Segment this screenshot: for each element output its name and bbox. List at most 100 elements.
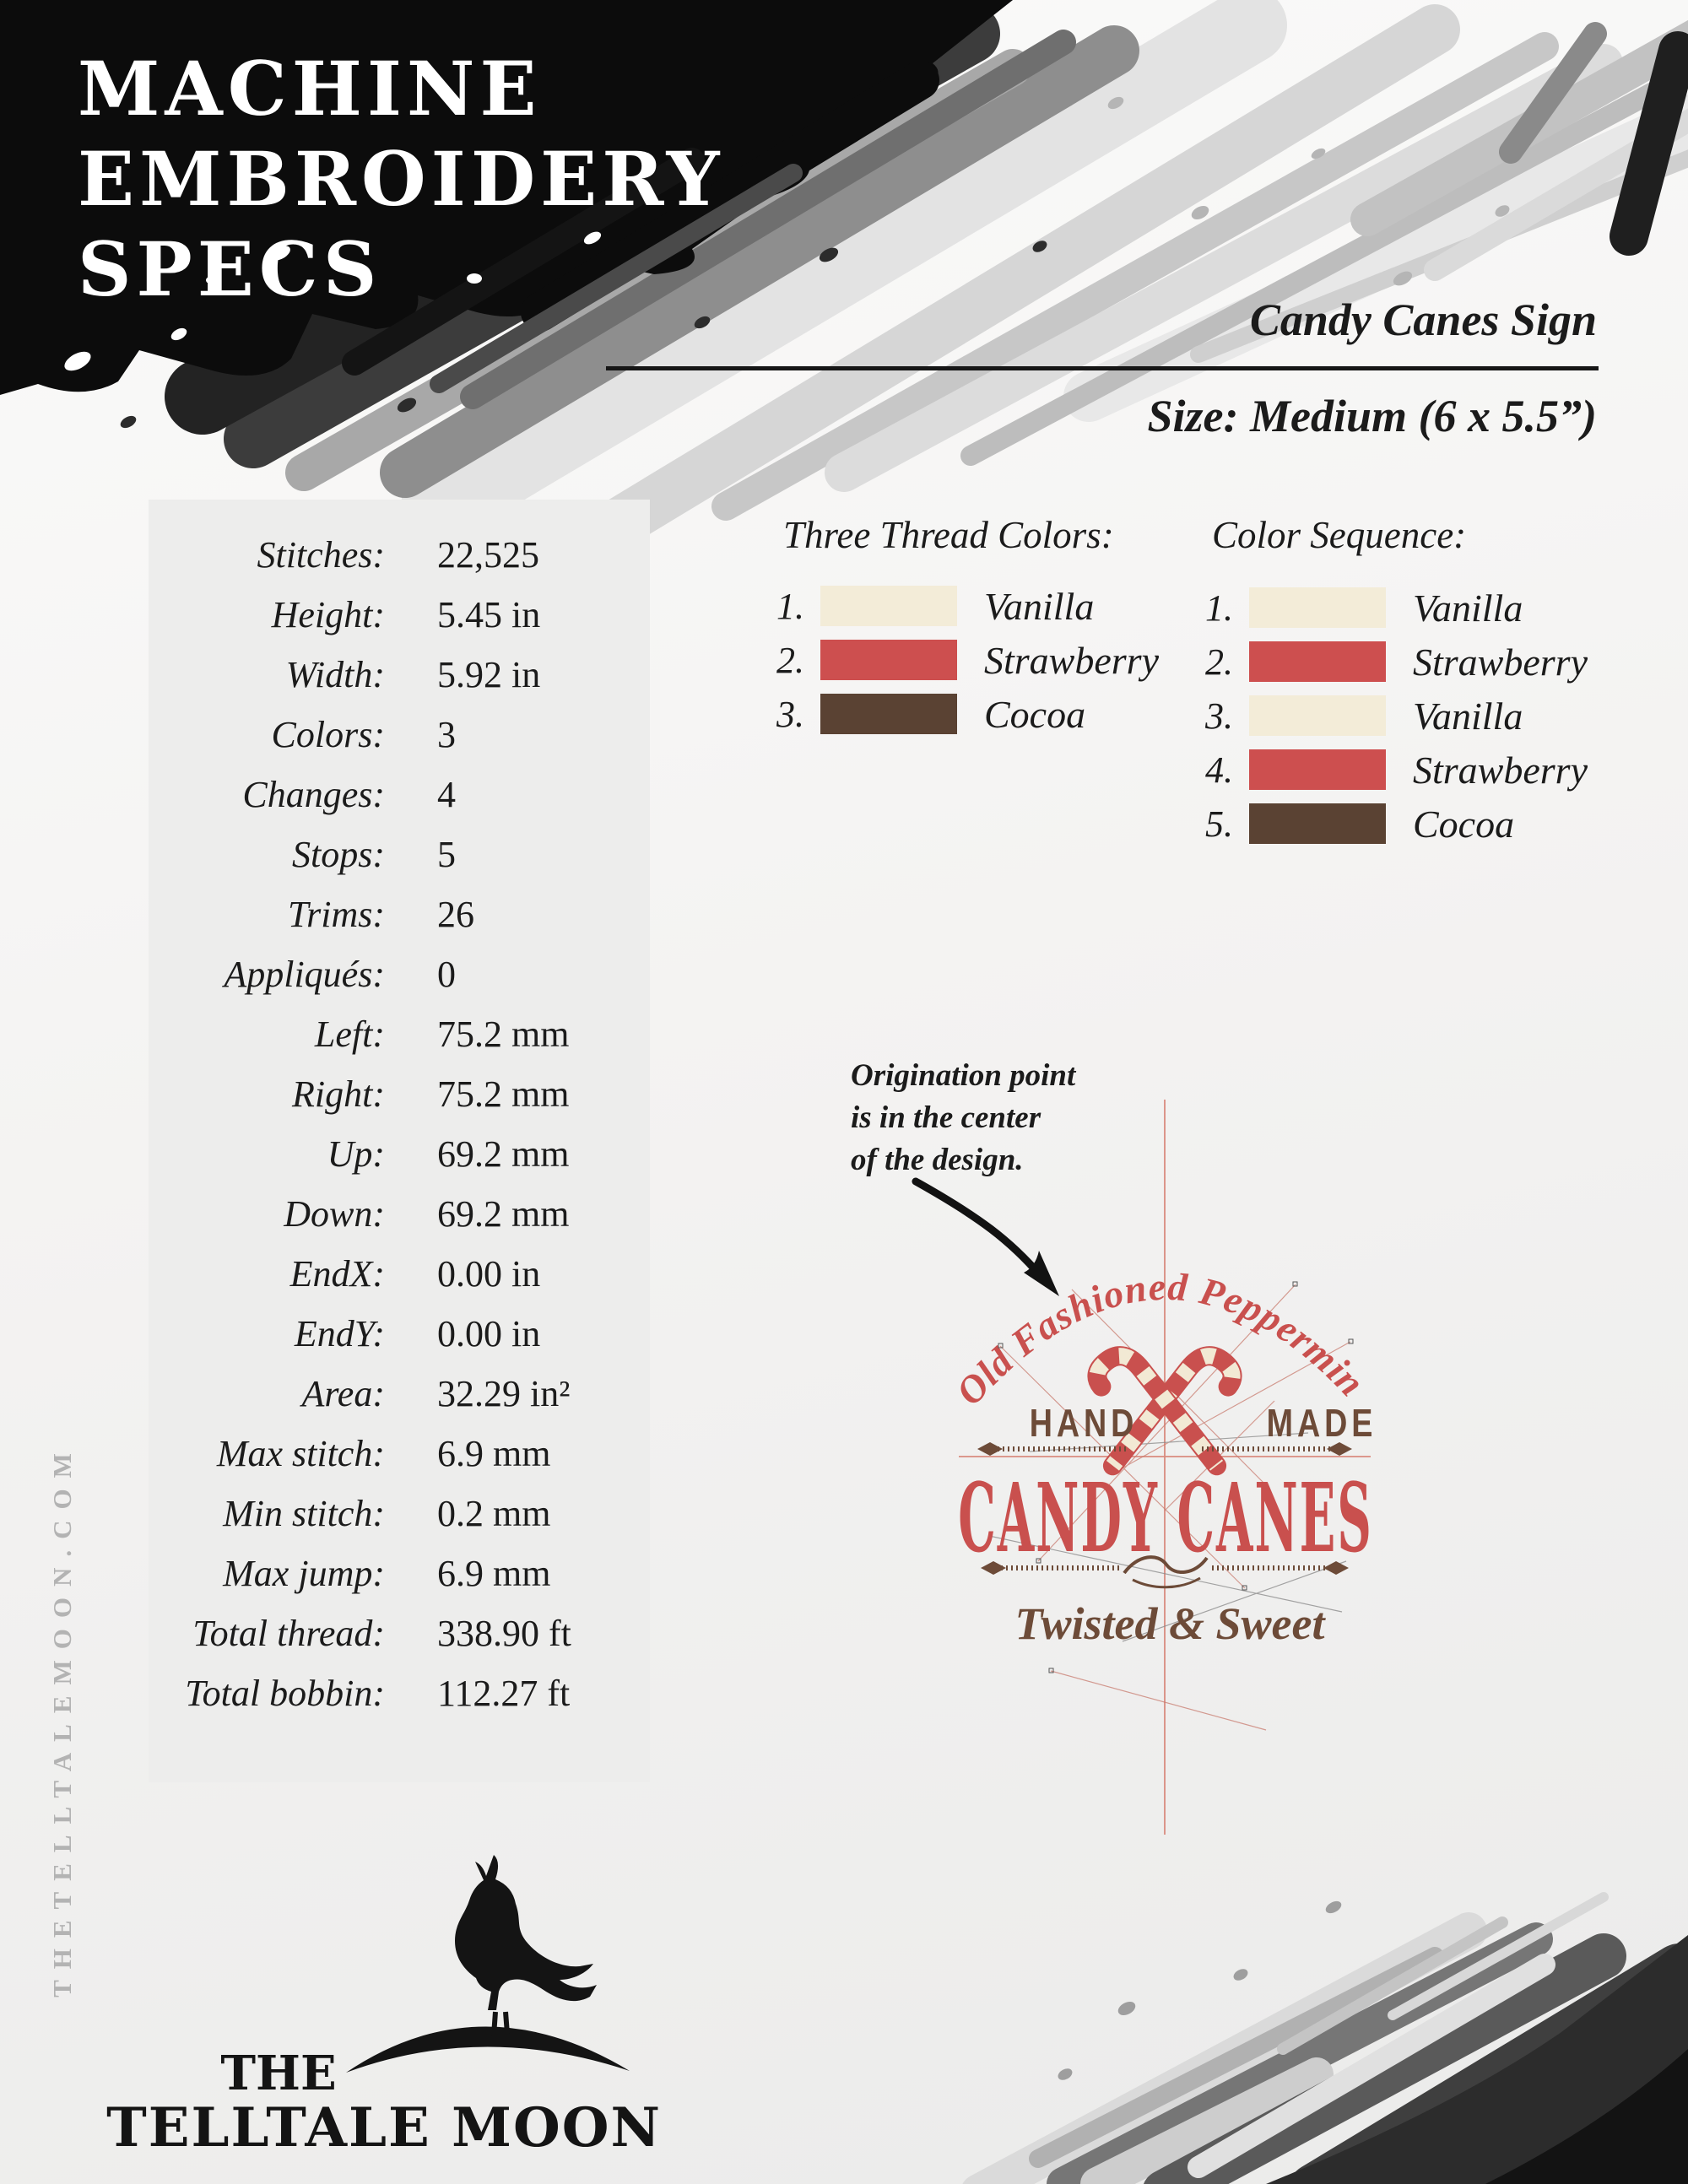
- spec-row-colors: Colors: 3: [149, 713, 650, 773]
- color-sequence-list: 1. Vanilla 2. Strawberry 3. Vanilla 4. S…: [1205, 581, 1588, 851]
- spec-label: Min stitch:: [223, 1493, 385, 1534]
- color-name: Vanilla: [984, 584, 1095, 628]
- page-title-line-3: SPECS: [78, 225, 382, 313]
- spec-value: 69.2 mm: [437, 1133, 570, 1175]
- brand-name-telltale-moon: TELLTALE MOON: [106, 2096, 662, 2160]
- spec-value: 5: [437, 834, 456, 875]
- spec-value: 0.00 in: [437, 1253, 541, 1295]
- spec-label: Total bobbin:: [185, 1673, 385, 1714]
- spec-value: 22,525: [437, 534, 539, 576]
- color-sequence-item: 4. Strawberry: [1205, 743, 1588, 797]
- color-sequence-item: 5. Cocoa: [1205, 797, 1588, 851]
- spec-value: 26: [437, 894, 474, 935]
- design-tagline-text: Twisted & Sweet: [1015, 1598, 1327, 1649]
- color-name: Vanilla: [1413, 586, 1523, 630]
- color-name: Strawberry: [984, 638, 1159, 682]
- candy-canes-design: Old Fashioned Peppermint HAND MADE: [912, 1089, 1377, 1835]
- spec-label: Width:: [285, 654, 385, 695]
- origination-note-line-1: Origination point: [851, 1058, 1076, 1093]
- page-title-line-2: EMBROIDERY: [78, 135, 725, 223]
- divider-ornament-top: [977, 1442, 1352, 1456]
- spec-value: 0: [437, 954, 456, 995]
- color-sequence-item: 3. Vanilla: [1205, 689, 1588, 743]
- color-swatch: [1249, 695, 1386, 736]
- spec-row-endy: EndY: 0.00 in: [149, 1312, 650, 1372]
- color-swatch: [1249, 587, 1386, 628]
- crow-icon: [455, 1855, 597, 2036]
- color-swatch: [820, 694, 957, 734]
- spec-label: Trims:: [288, 894, 385, 935]
- spec-row-appliques: Appliqués: 0: [149, 953, 650, 1013]
- header-rule: [606, 366, 1599, 370]
- footer-brush-art: [962, 1892, 1688, 2184]
- spec-label: Colors:: [271, 714, 385, 755]
- color-name: Vanilla: [1413, 694, 1523, 738]
- candy-canes-icon: [1087, 1346, 1242, 1476]
- spec-value: 75.2 mm: [437, 1014, 570, 1055]
- color-name: Cocoa: [984, 692, 1086, 736]
- spec-label: Right:: [292, 1073, 385, 1115]
- spec-label: EndX:: [289, 1253, 385, 1295]
- black-brush-mass: [0, 0, 1013, 395]
- spec-row-height: Height: 5.45 in: [149, 593, 650, 653]
- color-swatch: [820, 586, 957, 626]
- spec-value: 4: [437, 774, 456, 815]
- color-name: Cocoa: [1413, 802, 1515, 846]
- spec-row-left: Left: 75.2 mm: [149, 1013, 650, 1073]
- spec-value: 0.2 mm: [437, 1493, 551, 1534]
- origination-note-line-2: is in the center: [851, 1100, 1041, 1135]
- spec-row-width: Width: 5.92 in: [149, 653, 650, 713]
- spec-row-endx: EndX: 0.00 in: [149, 1252, 650, 1312]
- design-name: Candy Canes Sign: [1249, 295, 1597, 345]
- spec-row-changes: Changes: 4: [149, 773, 650, 833]
- spec-value: 69.2 mm: [437, 1193, 570, 1235]
- curved-arrow-icon: [912, 1177, 1059, 1296]
- spec-value: 6.9 mm: [437, 1553, 551, 1594]
- spec-label: Height:: [271, 594, 385, 635]
- spec-row-max-jump: Max jump: 6.9 mm: [149, 1552, 650, 1612]
- spec-value: 112.27 ft: [437, 1673, 571, 1714]
- color-name: Strawberry: [1413, 640, 1588, 684]
- page-title-line-1: MACHINE: [78, 45, 542, 132]
- spec-value: 32.29 in²: [437, 1373, 571, 1414]
- color-name: Strawberry: [1413, 748, 1588, 792]
- spec-row-min-stitch: Min stitch: 0.2 mm: [149, 1492, 650, 1552]
- spec-row-stitches: Stitches: 22,525: [149, 533, 650, 593]
- spec-label: Area:: [301, 1373, 385, 1414]
- item-number: 5.: [1205, 803, 1233, 845]
- stitch-markers: [998, 1281, 1354, 1673]
- color-sequence-item: 1. Vanilla: [1205, 581, 1588, 635]
- spec-value: 5.92 in: [437, 654, 541, 695]
- spec-row-down: Down: 69.2 mm: [149, 1192, 650, 1252]
- specs-panel: Stitches: 22,525 Height: 5.45 in Width: 5.9…: [149, 500, 650, 1782]
- divider-ornament-bottom: [981, 1555, 1349, 1589]
- spec-row-trims: Trims: 26: [149, 893, 650, 953]
- color-swatch: [1249, 641, 1386, 682]
- crescent-moon-icon: [346, 2026, 630, 2073]
- spec-row-up: Up: 69.2 mm: [149, 1133, 650, 1192]
- page-title: MACHINE EMBROIDERY SPECS: [78, 44, 724, 315]
- origination-note-line-3: of the design.: [851, 1143, 1024, 1177]
- spec-value: 3: [437, 714, 456, 755]
- color-swatch: [820, 640, 957, 680]
- item-number: 3.: [1205, 695, 1233, 737]
- spec-label: Stops:: [292, 834, 385, 875]
- spec-label: Up:: [327, 1133, 385, 1175]
- spec-row-total-bobbin: Total bobbin: 112.27 ft: [149, 1672, 650, 1732]
- spec-label: Total thread:: [192, 1613, 385, 1654]
- spec-label: Stitches:: [257, 534, 385, 576]
- header-brush-art: [0, 0, 1688, 540]
- design-size: Size: Medium (6 x 5.5”): [1147, 391, 1598, 441]
- brand-name-the: THE: [220, 2046, 337, 2101]
- item-number: 1.: [776, 585, 804, 627]
- spec-value: 338.90 ft: [437, 1613, 571, 1654]
- spec-row-right: Right: 75.2 mm: [149, 1073, 650, 1133]
- telltale-moon-logo: [346, 1855, 630, 2073]
- spec-label: Changes:: [242, 774, 385, 815]
- spec-row-max-stitch: Max stitch: 6.9 mm: [149, 1432, 650, 1492]
- design-made-text: MADE: [1267, 1401, 1377, 1444]
- design-hand-text: HAND: [1030, 1401, 1139, 1444]
- spec-row-area: Area: 32.29 in²: [149, 1372, 650, 1432]
- spec-row-total-thread: Total thread: 338.90 ft: [149, 1612, 650, 1672]
